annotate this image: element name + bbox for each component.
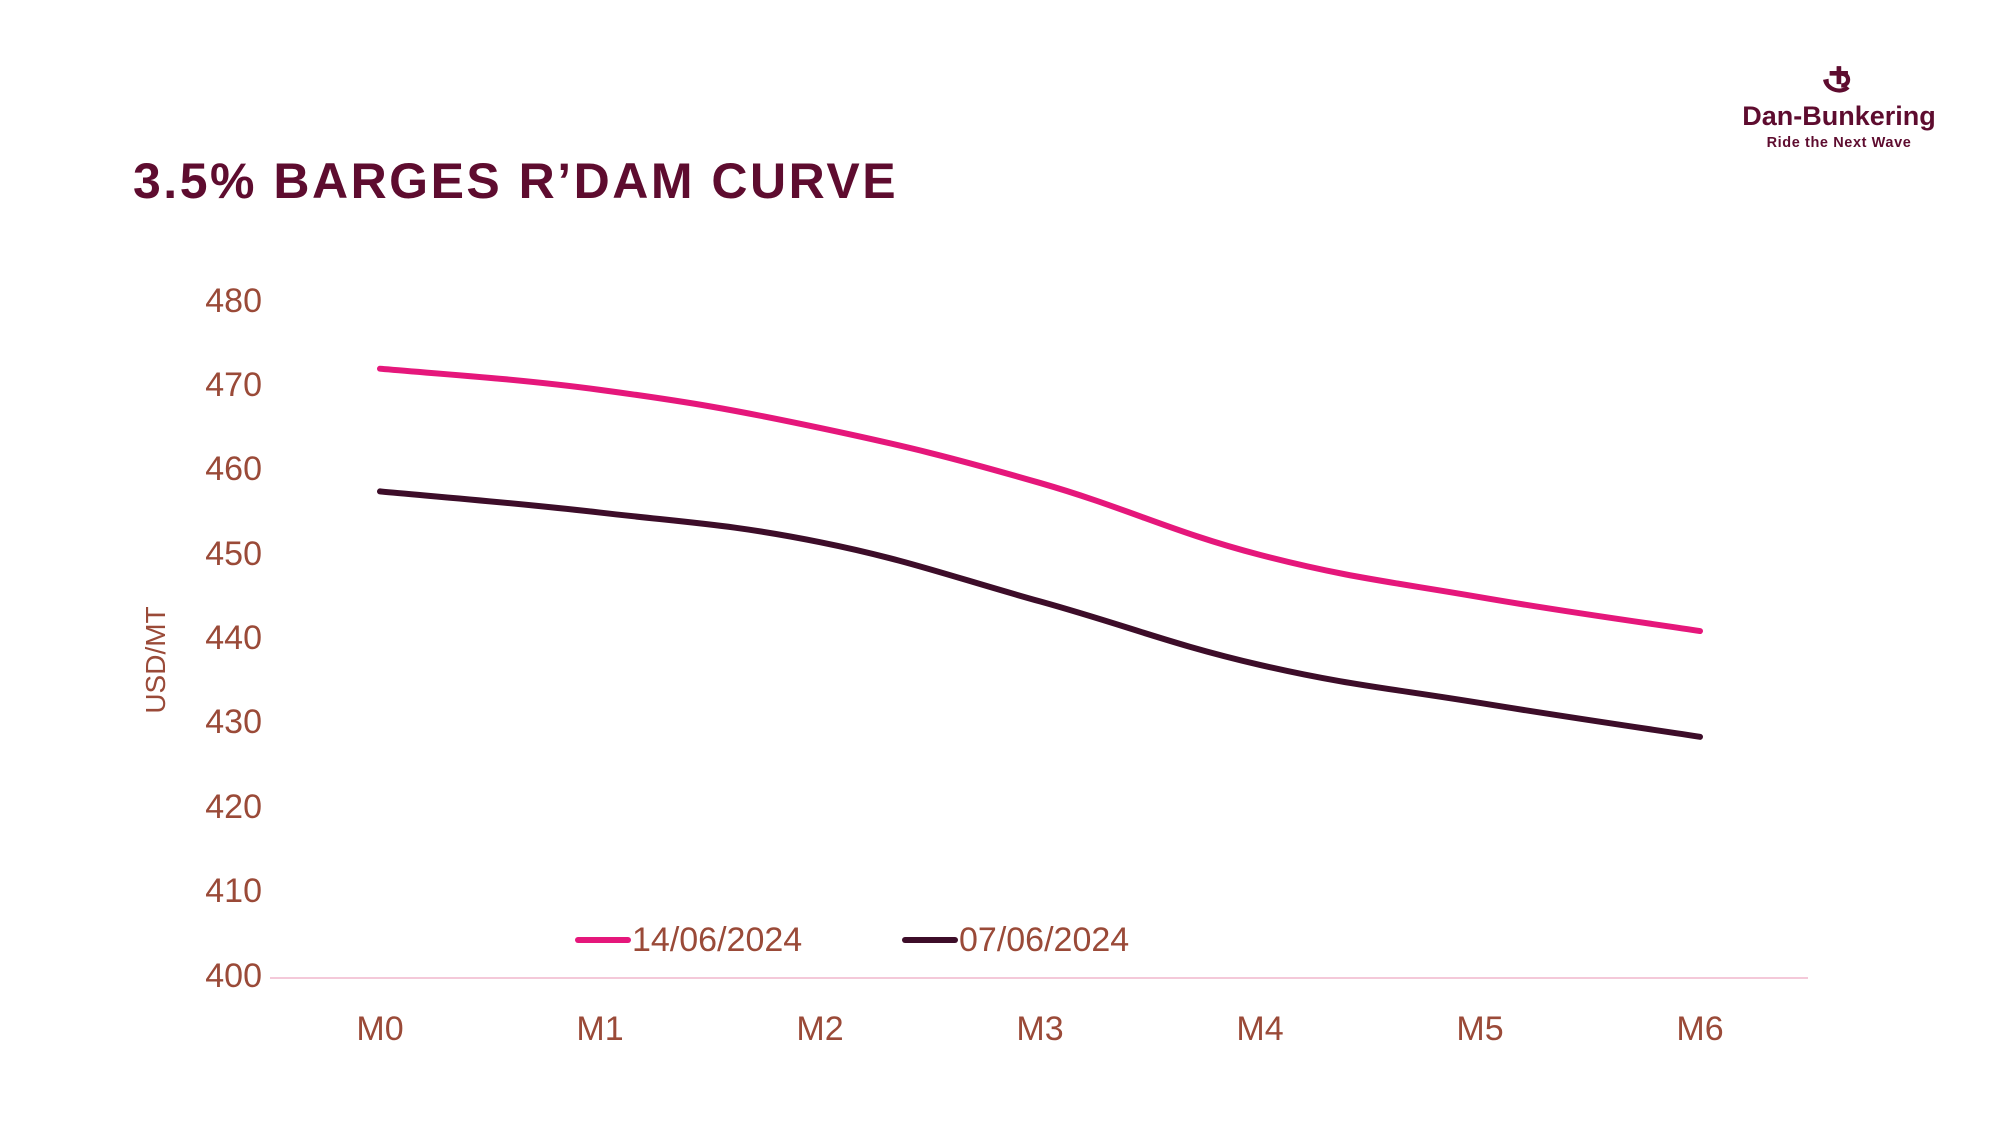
svg-text:450: 450 — [205, 535, 262, 573]
svg-text:440: 440 — [205, 619, 262, 657]
svg-text:USD/MT: USD/MT — [140, 606, 171, 713]
svg-text:420: 420 — [205, 788, 262, 826]
svg-text:410: 410 — [205, 872, 262, 910]
svg-text:M2: M2 — [796, 1010, 843, 1048]
svg-text:14/06/2024: 14/06/2024 — [632, 921, 802, 959]
svg-text:480: 480 — [205, 282, 262, 320]
svg-text:400: 400 — [205, 957, 262, 995]
svg-text:M1: M1 — [576, 1010, 623, 1048]
svg-text:430: 430 — [205, 703, 262, 741]
svg-text:M4: M4 — [1236, 1010, 1283, 1048]
svg-text:M6: M6 — [1676, 1010, 1723, 1048]
svg-text:460: 460 — [205, 450, 262, 488]
svg-text:470: 470 — [205, 366, 262, 404]
svg-text:M3: M3 — [1016, 1010, 1063, 1048]
svg-text:M0: M0 — [356, 1010, 403, 1048]
svg-text:07/06/2024: 07/06/2024 — [959, 921, 1129, 959]
svg-text:M5: M5 — [1456, 1010, 1503, 1048]
